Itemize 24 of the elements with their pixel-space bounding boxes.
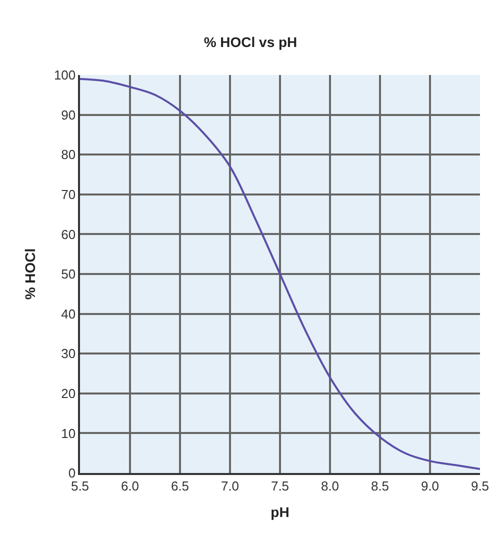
y-tick-label: 60	[61, 226, 76, 242]
x-axis-title: pH	[270, 504, 290, 520]
chart-title: % HOCl vs pH	[204, 34, 298, 50]
x-tick-label: 5.5	[70, 478, 90, 494]
y-tick-label: 0	[68, 466, 76, 481]
y-tick-label: 10	[61, 426, 76, 441]
x-tick-label: 8.0	[320, 478, 340, 494]
x-tick-label: 7.0	[220, 478, 240, 494]
x-tick-label: 7.5	[270, 478, 290, 494]
x-tick-label: 8.5	[370, 478, 390, 494]
x-tick-label: 9.0	[420, 478, 440, 494]
y-axis-title: % HOCl	[22, 248, 38, 300]
y-tick-label: 70	[61, 186, 76, 202]
y-tick-label: 90	[61, 107, 76, 122]
line-series	[80, 78, 480, 470]
y-tick-label: 80	[61, 147, 76, 162]
y-tick-label: 40	[61, 306, 76, 322]
y-tick-label: 50	[61, 266, 76, 282]
x-tick-label: 9.5	[470, 478, 490, 494]
x-tick-label: 6.5	[170, 478, 190, 494]
y-tick-label: 20	[61, 386, 76, 401]
x-tick-label: 6.0	[120, 478, 140, 494]
y-tick-label: 100	[54, 68, 76, 83]
y-tick-label: 30	[61, 346, 76, 362]
